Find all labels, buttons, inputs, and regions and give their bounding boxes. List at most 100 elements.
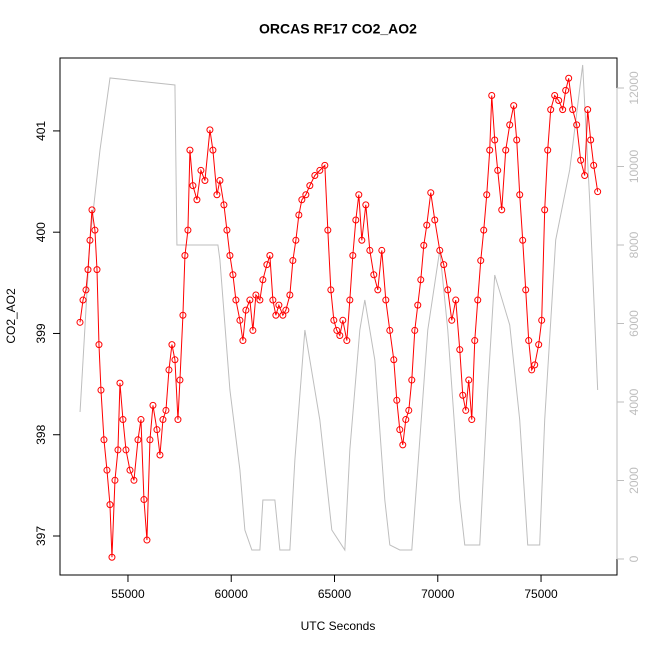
data-point	[146, 436, 154, 444]
data-point	[295, 211, 303, 219]
chart-title: ORCAS RF17 CO2_AO2	[259, 21, 417, 37]
data-point	[417, 276, 425, 284]
data-point	[510, 102, 518, 110]
data-point	[551, 91, 559, 99]
data-point	[352, 216, 360, 224]
y-axis-label: CO2_AO2	[4, 288, 18, 344]
y2-tick-label: 4000	[627, 388, 641, 415]
data-point	[390, 356, 398, 364]
data-point	[393, 396, 401, 404]
data-point	[339, 316, 347, 324]
data-point	[82, 286, 90, 294]
data-point	[516, 191, 524, 199]
x-tick-label: 65000	[318, 587, 352, 601]
data-point	[311, 171, 319, 179]
data-point	[282, 306, 290, 314]
data-point	[411, 326, 419, 334]
data-point	[362, 201, 370, 209]
data-point	[137, 416, 145, 424]
data-point	[76, 318, 84, 326]
data-point	[459, 391, 467, 399]
data-point	[159, 416, 167, 424]
data-point	[153, 426, 161, 434]
x-tick-label: 60000	[215, 587, 249, 601]
data-point	[298, 196, 306, 204]
data-point	[263, 261, 271, 269]
data-point	[405, 406, 413, 414]
data-point	[502, 146, 510, 154]
y2-tick-label: 2000	[627, 467, 641, 494]
data-point	[483, 191, 491, 199]
data-point	[140, 496, 148, 504]
data-point	[386, 326, 394, 334]
data-point	[302, 191, 310, 199]
data-point	[143, 536, 151, 544]
data-point	[91, 226, 99, 234]
y-tick-label: 401	[34, 121, 48, 141]
data-point	[324, 226, 332, 234]
data-point	[525, 337, 533, 345]
data-point	[488, 91, 496, 99]
data-point	[343, 337, 351, 345]
data-point	[176, 376, 184, 384]
data-point	[79, 296, 87, 304]
data-point	[93, 266, 101, 274]
x-tick-label: 55000	[111, 587, 145, 601]
data-point	[358, 236, 366, 244]
data-point	[414, 301, 422, 309]
data-point	[206, 126, 214, 134]
data-point	[355, 191, 363, 199]
y-tick-label: 400	[34, 222, 48, 242]
data-point	[289, 257, 297, 265]
data-point	[292, 236, 300, 244]
data-point	[468, 416, 476, 424]
data-point	[327, 286, 335, 294]
data-point	[440, 261, 448, 269]
y2-tick-label: 8000	[627, 231, 641, 258]
data-point	[286, 291, 294, 299]
data-point	[562, 86, 570, 94]
data-point	[272, 311, 280, 319]
y-tick-label: 398	[34, 424, 48, 444]
data-point	[119, 416, 127, 424]
data-point	[239, 337, 247, 345]
data-point	[100, 436, 108, 444]
data-point	[275, 301, 283, 309]
data-point	[197, 166, 205, 174]
data-point	[565, 74, 573, 82]
data-point	[436, 246, 444, 254]
x-tick-label: 75000	[524, 587, 558, 601]
data-point	[374, 286, 382, 294]
data-point	[456, 346, 464, 354]
data-point	[399, 441, 407, 449]
data-point	[513, 136, 521, 144]
data-point	[179, 311, 187, 319]
data-point	[184, 226, 192, 234]
y2-tick-label: 12000	[627, 71, 641, 105]
data-point	[186, 146, 194, 154]
data-point	[559, 106, 567, 114]
data-point	[541, 206, 549, 214]
data-point	[316, 166, 324, 174]
data-point	[378, 246, 386, 254]
data-point	[519, 236, 527, 244]
data-point	[168, 341, 176, 349]
data-point	[134, 436, 142, 444]
data-point	[174, 416, 182, 424]
data-point	[573, 121, 581, 129]
data-point	[252, 291, 260, 299]
data-point	[544, 146, 552, 154]
data-point	[88, 206, 96, 214]
data-point	[448, 316, 456, 324]
series-line	[79, 78, 599, 558]
data-point	[189, 182, 197, 190]
data-point	[382, 296, 390, 304]
data-point	[130, 476, 138, 484]
data-point	[408, 376, 416, 384]
data-point	[577, 156, 585, 164]
data-point	[306, 182, 314, 190]
data-point	[116, 379, 124, 387]
data-point	[581, 171, 589, 179]
data-point	[333, 326, 341, 334]
